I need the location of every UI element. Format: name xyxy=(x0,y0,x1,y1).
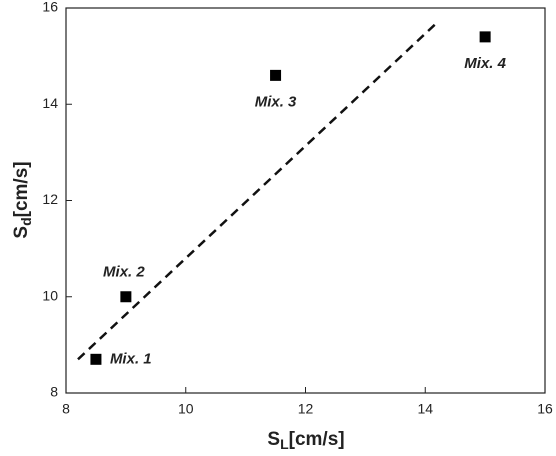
y-unit: [cm/s] xyxy=(11,161,32,217)
y-tick-label: 14 xyxy=(42,95,58,111)
x-subscript: L xyxy=(280,436,289,452)
point-label: Mix. 4 xyxy=(464,55,506,72)
y-symbol: S xyxy=(11,226,32,239)
point xyxy=(90,353,102,365)
point-label: Mix. 1 xyxy=(110,350,152,367)
point xyxy=(120,291,132,303)
x-tick-label: 12 xyxy=(298,401,314,417)
y-tick-label: 8 xyxy=(50,384,58,400)
y-tick-label: 10 xyxy=(42,287,58,303)
x-unit: [cm/s] xyxy=(289,429,345,450)
x-tick-label: 8 xyxy=(62,401,70,417)
x-axis-title: SL[cm/s] xyxy=(267,429,344,452)
point xyxy=(270,69,282,81)
y-tick-label: 16 xyxy=(42,0,58,15)
point-label: Mix. 2 xyxy=(103,264,145,281)
point xyxy=(479,31,491,43)
x-symbol: S xyxy=(267,429,280,450)
y-axis-title: Sd[cm/s] xyxy=(11,161,34,238)
x-tick-label: 10 xyxy=(178,401,194,417)
x-tick-label: 16 xyxy=(537,401,553,417)
y-tick-label: 12 xyxy=(42,191,58,207)
y-subscript: d xyxy=(18,217,34,226)
x-tick-label: 14 xyxy=(417,401,433,417)
point-label: Mix. 3 xyxy=(255,93,297,110)
fit-line xyxy=(77,21,439,361)
